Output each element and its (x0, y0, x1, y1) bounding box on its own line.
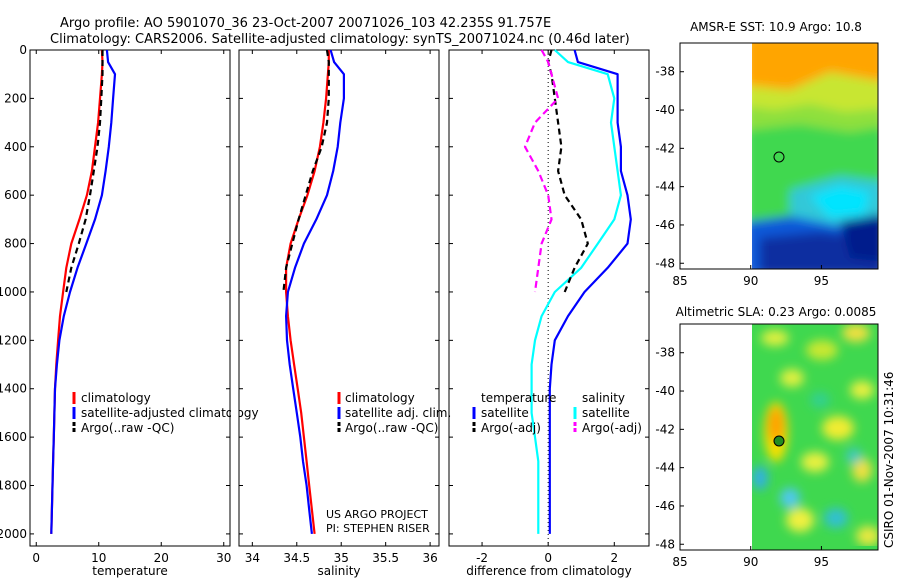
legend-label-satellite: satellite adj. clim. (345, 406, 451, 420)
map-y-tick-label: -40 (655, 384, 675, 398)
x-tick-label: 36 (422, 551, 437, 565)
sst-map-image (752, 43, 878, 269)
series-salinity-satellite (530, 49, 623, 534)
csiro-timestamp: CSIRO 01-Nov-2007 10:31:46 (882, 372, 896, 548)
y-tick-label: 1000 (0, 285, 27, 299)
x-tick-label: 0 (544, 551, 552, 565)
x-tick-label: -2 (476, 551, 488, 565)
temperature-axes (29, 49, 231, 547)
legend-label-temp-satellite: satellite (481, 406, 529, 420)
y-tick-label: 400 (4, 140, 27, 154)
y-tick-label: 800 (4, 237, 27, 251)
legend-label-sal-argo: Argo(-adj) (582, 421, 642, 435)
difference-legend: temperature satellite Argo(-adj) salinit… (472, 391, 642, 435)
x-tick-label: 20 (154, 551, 169, 565)
title-line1: Argo profile: AO 5901070_36 23-Oct-2007 … (60, 16, 551, 31)
sla-argo-marker (773, 435, 785, 447)
map-y-tick-label: -44 (655, 180, 675, 194)
temperature-legend-mask (231, 395, 239, 425)
legend-heading-salinity: salinity (582, 391, 625, 405)
map-x-tick-label: 90 (743, 555, 758, 569)
salinity-legend: climatology satellite adj. clim. Argo(..… (337, 391, 451, 435)
temperature-xlabel: temperature (92, 564, 167, 578)
pi-credit: PI: STEPHEN RISER (326, 522, 430, 535)
series-climatology (285, 50, 330, 535)
map-y-tick-label: -42 (655, 422, 675, 436)
map-y-tick-label: -44 (655, 461, 675, 475)
series-climatology (50, 49, 104, 534)
legend-label-argo: Argo(..raw -QC) (345, 421, 438, 435)
series-salinity-argo-adj- (523, 49, 560, 293)
map-x-tick-label: 90 (743, 274, 758, 288)
salinity-plot: 34 34.5 35 35.5 36 (239, 49, 439, 565)
legend-heading-temperature: temperature (481, 391, 556, 405)
series-argo-raw-qc- (282, 49, 330, 293)
y-tick-label: 2000 (0, 527, 27, 541)
legend-label-climatology: climatology (81, 391, 151, 405)
x-tick-label: 0 (32, 551, 40, 565)
map-y-tick-label: -46 (655, 499, 675, 513)
sla-map-image (752, 324, 878, 550)
legend-label-temp-argo: Argo(-adj) (481, 421, 541, 435)
x-tick-label: 35 (334, 551, 349, 565)
y-tick-label: 1200 (0, 333, 27, 347)
map-y-tick-label: -38 (655, 346, 675, 360)
y-tick-label: 0 (19, 43, 27, 57)
map-x-tick-label: 95 (814, 274, 829, 288)
y-tick-label: 600 (4, 188, 27, 202)
sla-map-axes: -38 -40 -42 -44 -46 -48 85 90 95 (655, 346, 829, 569)
title-line2: Climatology: CARS2006. Satellite-adjuste… (50, 32, 630, 47)
difference-axes (448, 49, 650, 547)
map-y-tick-label: -48 (655, 537, 675, 551)
x-tick-label: 30 (216, 551, 231, 565)
map-y-tick-label: -42 (655, 141, 675, 155)
x-tick-label: 35.5 (372, 551, 399, 565)
x-tick-label: 34 (245, 551, 260, 565)
sla-map-title: Altimetric SLA: 0.23 Argo: 0.0085 (676, 305, 877, 319)
sst-map-frame (679, 42, 879, 270)
map-y-tick-label: -46 (655, 218, 675, 232)
difference-plot: -2 0 2 (449, 49, 649, 565)
project-credit: US ARGO PROJECT (326, 508, 428, 521)
map-x-tick-label: 85 (672, 555, 687, 569)
temperature-legend: climatology satellite-adjusted climatolo… (72, 391, 259, 435)
x-tick-label: 34.5 (283, 551, 310, 565)
sst-map-axes: -38 -40 -42 -44 -46 -48 85 90 95 (655, 65, 829, 288)
x-tick-label: 2 (610, 551, 618, 565)
map-x-tick-label: 95 (814, 555, 829, 569)
map-y-tick-label: -48 (655, 256, 675, 270)
difference-xlabel: difference from climatology (466, 564, 632, 578)
y-tick-label: 1800 (0, 479, 27, 493)
y-tick-label: 200 (4, 91, 27, 105)
salinity-axes (238, 49, 440, 547)
legend-label-sal-satellite: satellite (582, 406, 630, 420)
series-satellite (285, 49, 345, 535)
series-argo-raw-qc- (65, 50, 104, 293)
legend-label-climatology: climatology (345, 391, 415, 405)
legend-label-satellite: satellite-adjusted climatology (81, 406, 259, 420)
map-y-tick-label: -40 (655, 103, 675, 117)
series-satellite (50, 49, 117, 534)
y-tick-label: 1600 (0, 430, 27, 444)
salinity-xlabel: salinity (317, 564, 360, 578)
sla-map-frame (679, 323, 879, 551)
legend-label-argo: Argo(..raw -QC) (81, 421, 174, 435)
map-y-tick-label: -38 (655, 65, 675, 79)
y-tick-label: 1400 (0, 382, 27, 396)
series-temperature-satellite (548, 49, 632, 534)
sst-argo-marker (773, 151, 785, 163)
map-x-tick-label: 85 (672, 274, 687, 288)
x-tick-label: 10 (91, 551, 106, 565)
temperature-plot: 0 200 400 600 800 1000 1200 1400 1600 1800 2000 0 10… (0, 43, 231, 565)
sst-map-title: AMSR-E SST: 10.9 Argo: 10.8 (690, 20, 862, 34)
